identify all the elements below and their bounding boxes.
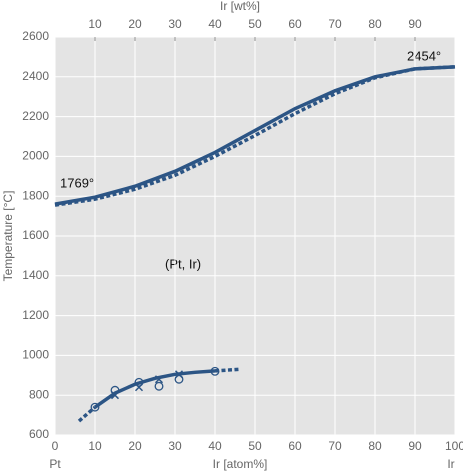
y-tick-label: 1000 — [22, 348, 49, 362]
y-tick-label: 1400 — [22, 268, 49, 282]
x-tick-label: 100 — [445, 439, 463, 453]
curve — [77, 405, 97, 423]
annotation: 2454° — [407, 48, 441, 63]
data-point — [174, 370, 184, 379]
y-tick-label: 800 — [29, 387, 49, 401]
curve — [93, 369, 216, 409]
x-tick-label: 90 — [408, 439, 422, 453]
x2-tick-label: 20 — [128, 17, 142, 31]
x-tick-label: 10 — [88, 439, 102, 453]
curve — [54, 65, 456, 207]
data-point — [110, 391, 120, 400]
y-axis-label: Temperature [°C] — [1, 191, 15, 282]
y-tick-label: 2400 — [22, 69, 49, 83]
x-tick-label: 50 — [248, 439, 262, 453]
x2-tick-label: 60 — [288, 17, 302, 31]
x-tick-label: 20 — [128, 439, 142, 453]
x2-tick-label: 80 — [368, 17, 382, 31]
data-point — [134, 383, 144, 392]
y-tick-label: 2000 — [22, 149, 49, 163]
x-tick-label: 40 — [208, 439, 222, 453]
x2-tick-label: 40 — [208, 17, 222, 31]
data-point — [154, 381, 164, 391]
data-point — [210, 366, 220, 376]
x-tick-label: 70 — [328, 439, 342, 453]
x2-tick-label: 10 — [88, 17, 102, 31]
x-tick-label: 60 — [288, 439, 302, 453]
y-tick-label: 1200 — [22, 308, 49, 322]
x2-tick-label: 70 — [328, 17, 342, 31]
x-tick-label: 0 — [52, 439, 59, 453]
annotation: 1769° — [60, 175, 94, 190]
x-axis-label: Ir [atom%] — [213, 457, 268, 471]
y-tick-label: 600 — [29, 427, 49, 441]
data-point — [154, 375, 164, 384]
x2-tick-label: 50 — [248, 17, 262, 31]
annotation: (Pt, Ir) — [165, 256, 201, 271]
y-tick-label: 2200 — [22, 109, 49, 123]
x2-tick-label: 90 — [408, 17, 422, 31]
end-label: Ir — [447, 457, 454, 471]
y-tick-label: 1800 — [22, 188, 49, 202]
y-tick-label: 2600 — [22, 29, 49, 43]
curve — [214, 367, 240, 373]
x2-axis-label: Ir [wt%] — [220, 0, 260, 13]
x-tick-label: 80 — [368, 439, 382, 453]
y-tick-label: 1600 — [22, 228, 49, 242]
data-point — [174, 374, 184, 384]
data-point — [134, 377, 144, 387]
x-tick-label: 30 — [168, 439, 182, 453]
end-label: Pt — [49, 457, 61, 471]
x2-tick-label: 30 — [168, 17, 182, 31]
data-point — [110, 385, 120, 395]
data-point — [90, 402, 100, 412]
